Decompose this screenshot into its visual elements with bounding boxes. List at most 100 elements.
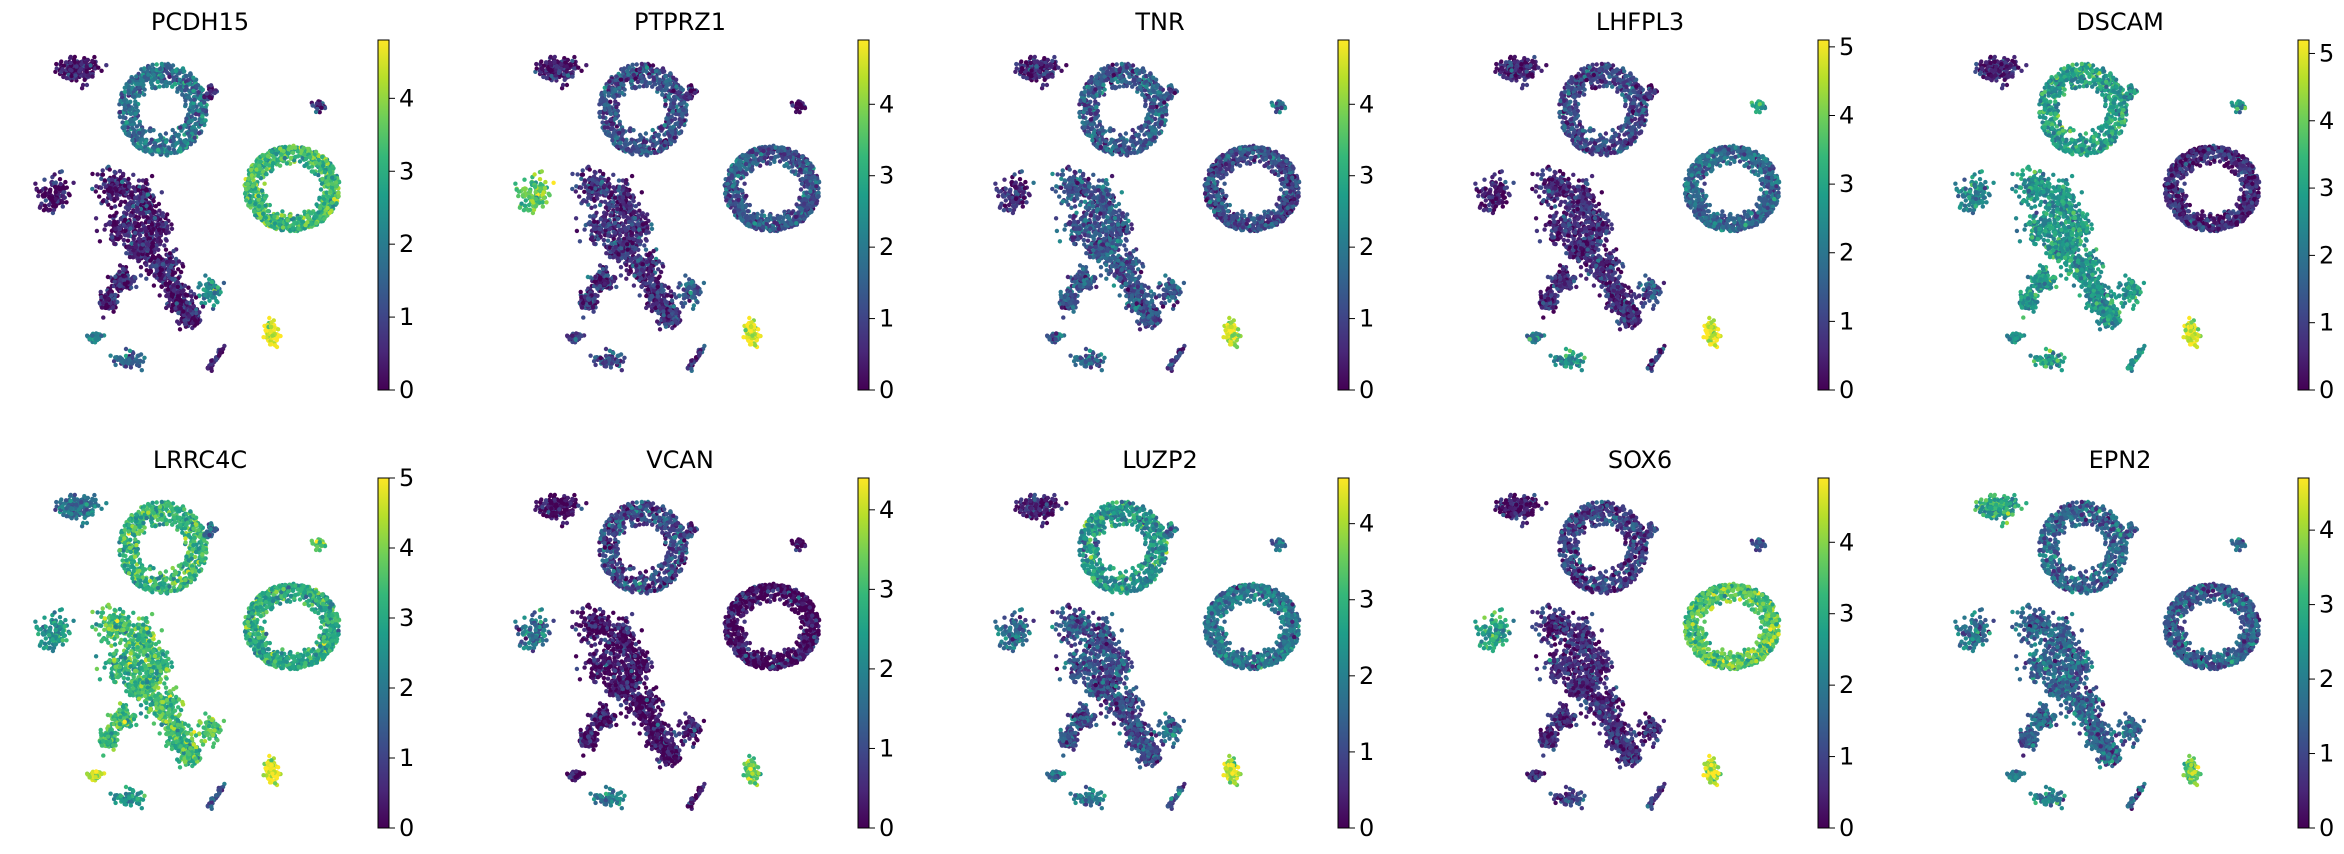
cell-point [657,146,663,151]
cell-point [182,283,188,288]
cell-point [651,77,657,82]
cell-point [285,151,291,156]
cell-point [46,202,52,208]
cell-point [115,237,121,242]
cell-point [53,69,58,75]
cell-point [122,89,128,95]
cell-point [126,233,131,238]
cell-point [676,130,682,136]
cell-point [175,319,180,324]
cell-point [123,346,129,352]
cell-point [552,54,557,60]
cell-point [314,202,319,207]
cell-point [94,184,99,189]
cell-point [653,68,659,74]
cell-point [84,64,89,69]
cell-point [272,221,278,226]
cell-point [203,273,208,278]
cell-point [117,202,123,208]
cell-point [183,98,188,103]
cell-point [263,215,268,220]
cell-point [107,193,112,198]
cell-point [102,178,108,183]
cell-point [127,254,133,260]
cell-point [302,163,307,169]
cell-point [54,66,59,71]
cell-point [90,58,95,64]
cell-point [113,226,118,232]
cell-point [579,68,584,74]
cell-point [71,180,76,185]
cell-point [136,252,141,257]
cell-point [67,193,72,198]
cell-point [565,73,571,78]
cell-point [126,176,131,182]
cell-point [138,144,144,150]
cell-point [175,284,180,289]
cell-point [143,226,148,231]
cell-point [122,183,128,188]
cell-point [270,160,276,166]
cell-point [194,84,199,89]
cell-point [602,102,607,108]
colorbar-tick-label: 2 [399,230,414,258]
cell-point [516,189,522,194]
cell-point [163,247,169,252]
cell-point [189,294,194,299]
cell-point [100,300,106,306]
cell-point [655,140,660,145]
cell-point [144,188,149,193]
cell-point [122,102,127,108]
cell-point [327,210,332,215]
cell-point [264,172,269,177]
cell-point [313,160,319,165]
cell-point [660,92,665,97]
cell-point [527,207,533,212]
cell-point [63,60,69,65]
cell-point [654,132,659,138]
cell-point [265,154,271,159]
cell-point [143,180,149,186]
cell-point [88,63,93,68]
cell-point [177,84,183,89]
cell-point [622,87,627,92]
cell-point [197,281,202,286]
cell-point [215,300,220,305]
cell-point [302,152,307,157]
cell-point [159,61,164,67]
cell-point [533,196,539,201]
cell-point [190,109,195,114]
cell-point [602,89,607,95]
cell-point [138,273,144,278]
cell-point [526,202,532,208]
cell-point [203,292,208,298]
cell-point [274,151,279,157]
cell-point [130,138,135,143]
cell-point [313,214,319,219]
cell-point [138,77,144,82]
cell-point [254,167,259,172]
cell-point [644,152,649,157]
cell-point [94,331,99,336]
cell-point [170,63,176,68]
cell-point [118,98,123,104]
cell-point [191,304,196,309]
cell-point [193,295,199,300]
cell-point [560,82,566,88]
cell-point [301,145,306,151]
cell-point [148,268,153,273]
cell-point [159,284,164,289]
cell-point [169,226,175,231]
cell-point [123,205,129,210]
cell-point [114,192,119,197]
cell-point [643,131,649,136]
cell-point [117,226,123,232]
cell-point [186,94,191,100]
cell-point [215,285,220,290]
cell-point [671,88,676,94]
cell-point [604,120,609,125]
cell-point [290,150,296,155]
cell-point [676,108,681,113]
cell-point [140,199,145,204]
cell-point [128,99,133,105]
